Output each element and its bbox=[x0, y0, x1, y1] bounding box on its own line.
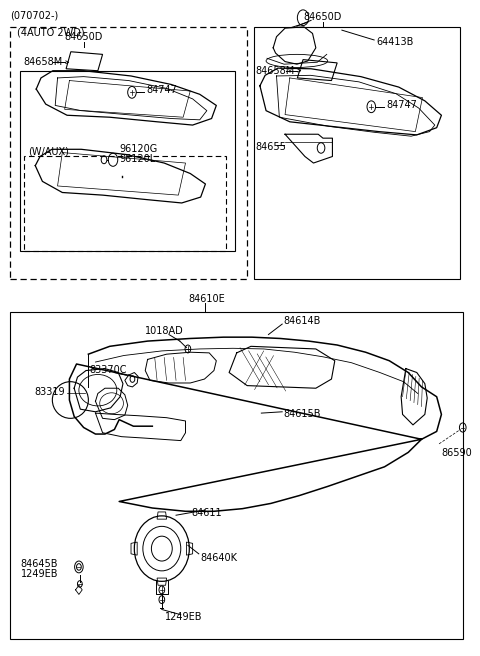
Text: 64413B: 64413B bbox=[376, 37, 414, 47]
Text: 84658M: 84658M bbox=[23, 57, 62, 67]
Text: 84747: 84747 bbox=[386, 100, 417, 110]
Bar bbox=[10, 312, 463, 639]
Text: 84747: 84747 bbox=[147, 85, 178, 95]
Text: 84610E: 84610E bbox=[188, 293, 225, 304]
Text: 84615B: 84615B bbox=[284, 409, 321, 419]
Bar bbox=[254, 27, 460, 279]
Text: 84650D: 84650D bbox=[304, 12, 342, 22]
Text: 84614B: 84614B bbox=[284, 316, 321, 326]
Text: 84645B: 84645B bbox=[21, 559, 58, 569]
Text: 96120G: 96120G bbox=[119, 144, 157, 154]
Text: 83319: 83319 bbox=[35, 387, 65, 397]
Text: 1018AD: 1018AD bbox=[145, 325, 184, 336]
Text: 1249EB: 1249EB bbox=[21, 569, 58, 579]
Text: 84658M: 84658M bbox=[256, 66, 295, 75]
Text: (4AUTO 2WD): (4AUTO 2WD) bbox=[17, 27, 85, 37]
Bar bbox=[10, 27, 247, 279]
Bar bbox=[24, 157, 226, 251]
Text: 86590: 86590 bbox=[442, 448, 472, 458]
Text: (W/AUX): (W/AUX) bbox=[28, 147, 69, 157]
Text: (070702-): (070702-) bbox=[10, 10, 59, 20]
Bar bbox=[20, 72, 235, 251]
Text: 84655: 84655 bbox=[256, 142, 287, 152]
Text: 84650D: 84650D bbox=[64, 32, 103, 43]
Text: 84611: 84611 bbox=[191, 508, 222, 518]
Text: 83370C: 83370C bbox=[90, 365, 127, 375]
Text: 96120L: 96120L bbox=[119, 154, 156, 164]
Text: 84640K: 84640K bbox=[201, 553, 238, 563]
Text: 1249EB: 1249EB bbox=[165, 612, 203, 623]
